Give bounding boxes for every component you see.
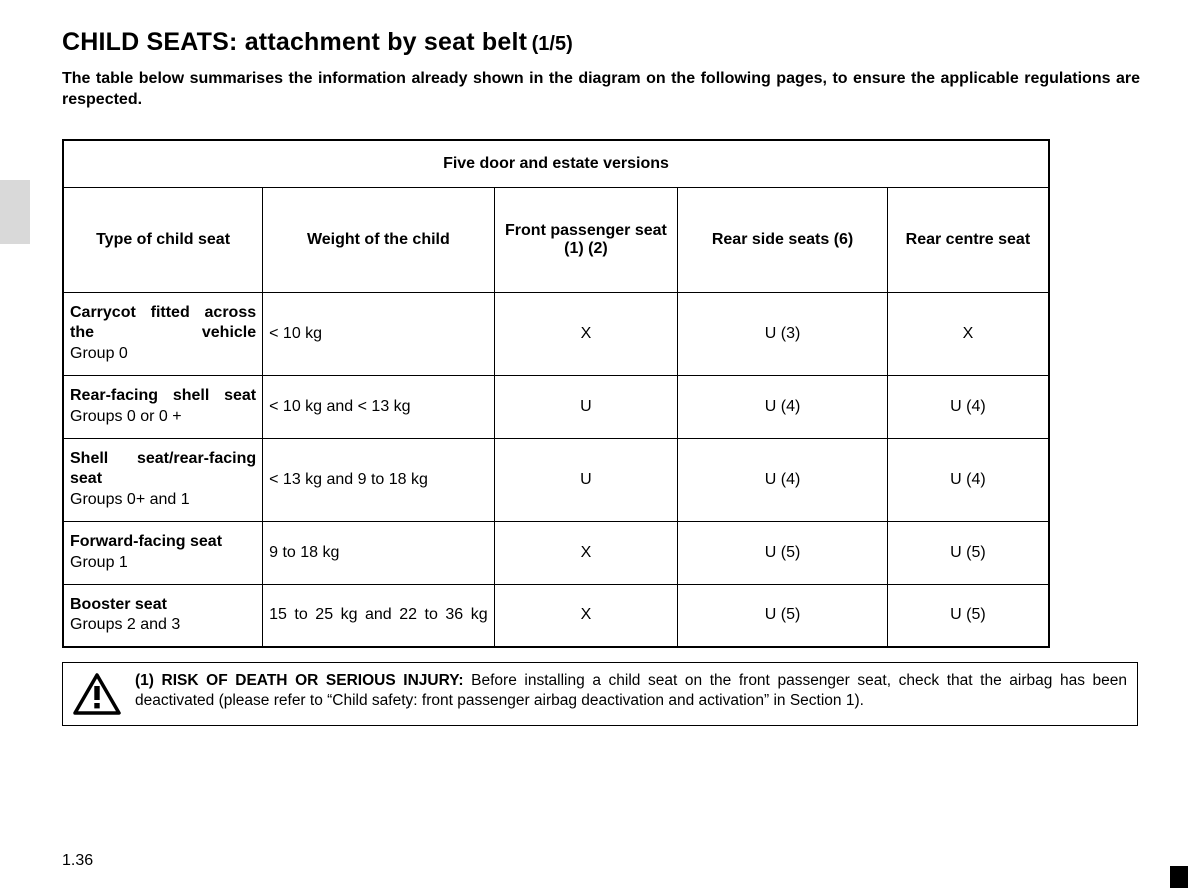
table-caption: Five door and estate versions xyxy=(63,140,1049,188)
cell-rear-centre: U (4) xyxy=(887,375,1049,438)
seat-name: Carrycot fitted across the vehicle xyxy=(70,303,256,345)
cell-rear-centre: X xyxy=(887,292,1049,375)
seat-name: Shell seat/rear-facing seat xyxy=(70,449,256,491)
cell-front: X xyxy=(494,521,678,584)
table-row: Shell seat/rear-facing seatGroups 0+ and… xyxy=(63,438,1049,521)
table-row: Forward-facing seatGroup 19 to 18 kgXU (… xyxy=(63,521,1049,584)
page-content: CHILD SEATS: attachment by seat belt (1/… xyxy=(62,28,1140,726)
page-title: CHILD SEATS: attachment by seat belt (1/… xyxy=(62,28,1140,57)
footer-crop-mark xyxy=(1170,866,1188,888)
cell-rear-centre: U (5) xyxy=(887,584,1049,647)
warning-icon xyxy=(73,673,121,715)
seat-name: Booster seat xyxy=(70,595,256,616)
cell-seat-type: Rear-facing shell seatGroups 0 or 0 + xyxy=(63,375,263,438)
cell-front: X xyxy=(494,584,678,647)
cell-weight: < 10 kg and < 13 kg xyxy=(263,375,494,438)
cell-rear-side: U (3) xyxy=(678,292,888,375)
cell-weight: < 10 kg xyxy=(263,292,494,375)
summary-text: The table below summarises the informati… xyxy=(62,69,1140,111)
warning-text: (1) RISK OF DEATH OR SERIOUS INJURY: Bef… xyxy=(135,671,1127,711)
seat-name: Forward-facing seat xyxy=(70,532,256,553)
cell-weight: 9 to 18 kg xyxy=(263,521,494,584)
table-row: Booster seatGroups 2 and 315 to 25 kg an… xyxy=(63,584,1049,647)
table-row: Carrycot fitted across the vehicleGroup … xyxy=(63,292,1049,375)
cell-seat-type: Booster seatGroups 2 and 3 xyxy=(63,584,263,647)
cell-rear-side: U (5) xyxy=(678,584,888,647)
cell-seat-type: Carrycot fitted across the vehicleGroup … xyxy=(63,292,263,375)
side-tab xyxy=(0,180,30,244)
title-subpart: (1/5) xyxy=(532,33,573,55)
page-number: 1.36 xyxy=(62,852,93,870)
cell-rear-side: U (5) xyxy=(678,521,888,584)
title-main: CHILD SEATS: attachment by seat belt xyxy=(62,28,527,56)
col-head-weight: Weight of the child xyxy=(263,187,494,292)
cell-rear-side: U (4) xyxy=(678,375,888,438)
seat-group: Groups 0 or 0 + xyxy=(70,408,182,425)
cell-front: X xyxy=(494,292,678,375)
child-seat-table: Five door and estate versions Type of ch… xyxy=(62,139,1050,649)
seat-name: Rear-facing shell seat xyxy=(70,386,256,407)
col-head-rear-centre: Rear centre seat xyxy=(887,187,1049,292)
col-head-type: Type of child seat xyxy=(63,187,263,292)
seat-group: Group 1 xyxy=(70,554,128,571)
col-head-rear-side: Rear side seats (6) xyxy=(678,187,888,292)
table-body: Carrycot fitted across the vehicleGroup … xyxy=(63,292,1049,647)
cell-rear-centre: U (5) xyxy=(887,521,1049,584)
cell-seat-type: Shell seat/rear-facing seatGroups 0+ and… xyxy=(63,438,263,521)
cell-front: U xyxy=(494,375,678,438)
cell-weight: 15 to 25 kg and 22 to 36 kg xyxy=(263,584,494,647)
seat-group: Group 0 xyxy=(70,345,128,362)
warning-lead: (1) RISK OF DEATH OR SERIOUS INJURY: xyxy=(135,672,464,689)
warning-box: (1) RISK OF DEATH OR SERIOUS INJURY: Bef… xyxy=(62,662,1138,726)
cell-front: U xyxy=(494,438,678,521)
table-row: Rear-facing shell seatGroups 0 or 0 +< 1… xyxy=(63,375,1049,438)
cell-seat-type: Forward-facing seatGroup 1 xyxy=(63,521,263,584)
cell-rear-side: U (4) xyxy=(678,438,888,521)
cell-rear-centre: U (4) xyxy=(887,438,1049,521)
seat-group: Groups 0+ and 1 xyxy=(70,491,190,508)
cell-weight: < 13 kg and 9 to 18 kg xyxy=(263,438,494,521)
seat-group: Groups 2 and 3 xyxy=(70,616,180,633)
col-head-front: Front passenger seat (1) (2) xyxy=(494,187,678,292)
